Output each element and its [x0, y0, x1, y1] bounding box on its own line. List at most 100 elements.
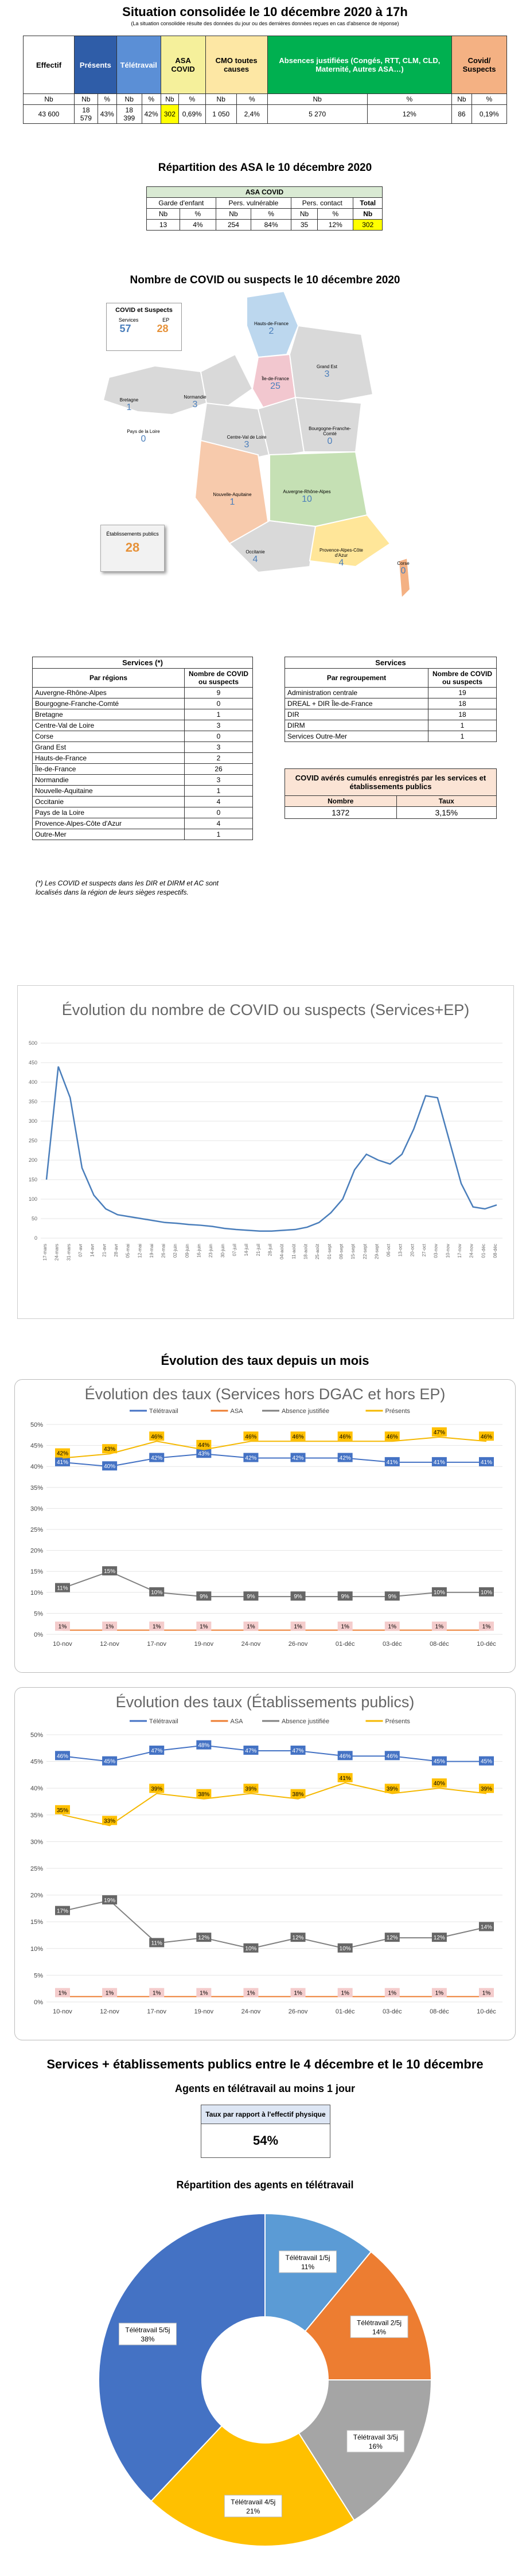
y-tick-label: 100 [29, 1196, 37, 1202]
map-region-value: 0 [400, 566, 406, 576]
data-label-bg [243, 1745, 259, 1755]
map-region-name: Pays de la Loire [127, 429, 160, 434]
map-region-name: Auvergne-Rhône-Alpes [283, 489, 331, 494]
data-label: 1% [388, 1624, 397, 1630]
ep-box: Établissements publics 28 [100, 525, 165, 572]
x-tick-label: 19-nov [194, 2008, 214, 2015]
asa-pct: 0,69% [178, 104, 206, 124]
covid-evolution-chart: Évolution du nombre de COVID ou suspects… [17, 985, 514, 1319]
data-label-bg [55, 1988, 70, 1997]
y-tick-label: 45% [30, 1759, 43, 1766]
y-tick-label: 200 [29, 1157, 37, 1163]
x-tick-label: 07-avr [78, 1244, 83, 1257]
data-label-bg [290, 1621, 306, 1631]
data-label: 11% [151, 1940, 162, 1946]
data-label: 45% [481, 1759, 492, 1765]
regions-table-title: Services (*) [32, 657, 253, 669]
cmo-header: CMO toutes causes [205, 36, 268, 94]
regions-col1: Par régions [32, 668, 185, 688]
x-tick-label: 30-juin [220, 1244, 225, 1258]
x-tick-label: 26-nov [289, 2008, 308, 2015]
data-label-bg [196, 1591, 212, 1601]
data-label: 46% [340, 1434, 351, 1440]
data-label: 42% [293, 1455, 304, 1462]
data-label: 41% [434, 1459, 445, 1466]
map-region-value: 3 [192, 400, 198, 409]
region-shape [200, 353, 254, 410]
data-label: 42% [245, 1455, 256, 1462]
y-tick-label: 20% [30, 1548, 43, 1555]
data-label: 33% [104, 1818, 115, 1824]
data-label-bg [102, 1816, 118, 1825]
data-label-bg [431, 1933, 447, 1942]
data-label-bg [102, 1566, 118, 1576]
data-label-bg [55, 1805, 70, 1814]
x-tick-label: 24-mars [54, 1244, 60, 1260]
covid-nb: 86 [451, 104, 472, 124]
x-tick-label: 24-nov [241, 2008, 261, 2015]
region-value: 1 [184, 785, 253, 797]
data-label-bg [337, 1773, 353, 1782]
data-label-bg [149, 1938, 165, 1947]
x-tick-label: 20-oct [410, 1243, 415, 1256]
y-tick-label: 15% [30, 1568, 43, 1575]
map-legend: COVID et Suspects Services EP 57 28 [106, 303, 182, 351]
series-line [62, 1899, 487, 1949]
absences-header: Absences justifiées (Congés, RTT, CLM, C… [267, 36, 453, 94]
data-label: 12% [434, 1935, 445, 1941]
map-region-2: Île-de-France 25 [250, 376, 301, 392]
map-region-value: 3 [244, 440, 250, 450]
map-region-value: 2 [268, 326, 274, 336]
y-tick-label: 50% [30, 1422, 43, 1428]
asa-value: 13 [146, 219, 180, 231]
pct-label: % [471, 93, 508, 105]
nb-label: Nb [267, 93, 368, 105]
data-label-bg [384, 1783, 400, 1793]
data-label: 46% [340, 1753, 351, 1759]
data-label: 19% [104, 1898, 115, 1904]
groups-col2: Nombre de COVID ou suspects [428, 668, 497, 688]
asa-table: ASA COVID Garde d'enfant Pers. vulnérabl… [146, 186, 383, 231]
data-label-bg [55, 1457, 70, 1466]
region-label: Bretagne [32, 709, 185, 720]
evol-title: Évolution des taux depuis un mois [161, 1353, 369, 1368]
presents-pct: 43% [97, 104, 117, 124]
data-label: 1% [294, 1624, 302, 1630]
asa-sub: Nb [353, 208, 383, 220]
y-tick-label: 15% [30, 1919, 43, 1926]
x-tick-label: 17-mars [42, 1244, 48, 1260]
x-tick-label: 01-déc [481, 1244, 486, 1258]
presents-header: Présents [74, 36, 117, 94]
y-tick-label: 35% [30, 1812, 43, 1819]
data-label: 1% [435, 1624, 444, 1630]
pie-label-box [224, 2495, 282, 2518]
region-label: Auvergne-Rhône-Alpes [32, 687, 185, 698]
region-row: Occitanie 4 [32, 796, 253, 807]
y-tick-label: 40% [30, 1463, 43, 1470]
x-tick-label: 10-nov [53, 2008, 72, 2015]
data-label: 46% [387, 1434, 398, 1440]
pie-label-box [118, 2323, 177, 2345]
data-label: 39% [481, 1786, 492, 1793]
data-label: 1% [106, 1990, 114, 1997]
data-label: 46% [151, 1434, 162, 1440]
data-label-bg [243, 1943, 259, 1953]
teletravail-pct: 42% [141, 104, 161, 124]
series-line [62, 1436, 487, 1459]
data-label-bg [243, 1988, 259, 1997]
asa-sub: % [179, 208, 216, 220]
cumul-title: COVID avérés cumulés enregistrés par les… [285, 768, 497, 796]
region-label: Occitanie [32, 796, 185, 807]
pie-pct: 14% [372, 2328, 386, 2336]
series-line [62, 1571, 486, 1598]
map-region-10: Occitanie 4 [229, 549, 281, 565]
region-label: Hauts-de-France [32, 752, 185, 764]
x-tick-label: 03-déc [383, 1641, 402, 1648]
region-row: Corse 0 [32, 731, 253, 742]
map-region-value: 1 [229, 497, 235, 507]
data-label-bg [431, 1587, 447, 1597]
data-label: 12% [293, 1935, 304, 1941]
data-label: 1% [106, 1624, 114, 1630]
chart2-title: Évolution des taux (Services hors DGAC e… [84, 1385, 446, 1403]
data-label: 45% [104, 1759, 115, 1765]
